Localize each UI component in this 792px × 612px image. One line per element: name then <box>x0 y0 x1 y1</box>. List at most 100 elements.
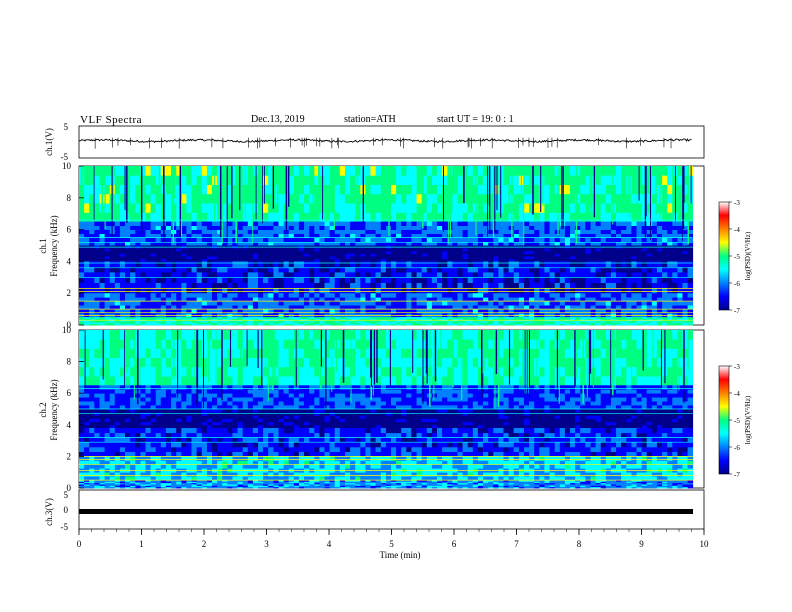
spectrogram-cell <box>477 348 484 358</box>
spectrogram-cell <box>539 212 545 223</box>
spectrogram-cell <box>89 282 95 289</box>
spectrogram-cell <box>493 287 499 294</box>
spectrogram-cell <box>385 261 392 268</box>
spectrogram-cell <box>79 253 85 257</box>
spectrogram-cell <box>232 348 238 358</box>
spectrogram-cell <box>626 305 632 310</box>
spectrogram-cell <box>585 203 591 213</box>
spectrogram-cell <box>191 221 197 226</box>
spectrogram-cell <box>181 250 187 254</box>
spectrogram-cell <box>79 318 85 321</box>
spectrogram-cell <box>165 237 172 242</box>
spectrogram-cell <box>411 253 417 257</box>
spectrogram-cell <box>616 366 622 377</box>
spectrogram-cell <box>421 266 428 273</box>
spectrogram-cell <box>232 297 238 302</box>
spectrogram-cell <box>176 348 182 358</box>
spectrogram-cell <box>99 229 105 234</box>
spectrogram-cell <box>145 339 151 349</box>
spectrogram-cell <box>616 225 622 230</box>
spectrogram-cell <box>89 366 95 377</box>
spectrogram-cell <box>89 272 95 278</box>
spectrogram-cell <box>314 184 320 195</box>
spectrogram-cell <box>401 175 407 185</box>
spectrogram-cell <box>360 309 366 314</box>
spectrogram-cell <box>477 258 484 262</box>
spectrogram-cell <box>472 322 479 325</box>
spectrogram-cell <box>329 193 336 204</box>
spectrogram-cell <box>370 272 376 278</box>
spectrogram-cell <box>314 203 320 213</box>
spectrogram-cell <box>616 184 622 195</box>
spectrogram-cell <box>554 309 561 314</box>
spectrogram-cell <box>437 287 443 294</box>
spectrogram-cell <box>605 166 612 176</box>
spectrogram-cell <box>119 322 126 325</box>
spectrogram-cell <box>206 287 213 294</box>
spectrogram-cell <box>247 241 254 246</box>
spectrogram-cell <box>467 282 474 289</box>
spectrogram-cell <box>145 301 151 306</box>
spectrogram-cell <box>109 297 116 302</box>
spectrogram-cell <box>493 277 499 283</box>
spectrogram-cell <box>334 175 341 185</box>
spectrogram-cell <box>575 241 581 246</box>
spectrogram-cell <box>155 225 162 230</box>
spectrogram-cell <box>467 293 474 298</box>
spectrogram-cell <box>406 237 412 242</box>
spectrogram-cell <box>472 258 479 262</box>
spectrogram-cell <box>145 212 151 223</box>
spectrogram-cell <box>84 248 90 252</box>
spectrogram-cell <box>365 305 371 310</box>
spectrogram-cell <box>222 229 228 234</box>
spectrogram-cell <box>339 297 346 302</box>
spectrogram-cell <box>242 366 249 377</box>
spectrogram-cell <box>258 297 264 302</box>
spectrogram-cell <box>457 321 463 323</box>
spectrogram-cell <box>462 175 469 185</box>
spectrogram-cell <box>150 305 157 310</box>
spectrogram-cell <box>595 203 602 213</box>
spectrogram-cell <box>677 184 683 195</box>
spectrogram-cell <box>667 293 673 298</box>
spectrogram-cell <box>130 366 136 377</box>
spectrogram-cell <box>651 348 658 358</box>
spectrogram-cell <box>600 184 607 195</box>
spectrogram-cell <box>222 348 228 358</box>
spectrogram-cell <box>396 203 402 213</box>
spectrogram-cell <box>114 357 121 368</box>
spectrogram-cell <box>94 261 100 268</box>
spectrogram-cell <box>186 184 192 195</box>
spectrogram-cell <box>641 233 648 238</box>
spectrogram-cell <box>201 323 208 326</box>
spectrogram-cell <box>360 250 366 254</box>
spectrogram-cell <box>544 266 550 273</box>
spectrogram-cell <box>309 323 315 326</box>
spectrogram-cell <box>165 376 172 386</box>
spectrogram-cell <box>222 277 228 283</box>
spectrogram-cell <box>575 323 581 326</box>
spectrogram-cell <box>513 309 520 314</box>
spectrogram-cell <box>258 250 264 254</box>
spectrogram-cell <box>636 366 642 377</box>
spectrogram-cell <box>263 250 269 254</box>
spectrogram-cell <box>590 221 596 226</box>
spectrogram-cell <box>518 293 525 298</box>
spectrogram-cell <box>590 256 596 260</box>
spectrogram-cell <box>278 287 284 294</box>
spectrogram-cell <box>585 184 591 195</box>
spectrogram-cell <box>544 253 550 257</box>
spectrogram-cell <box>503 293 509 298</box>
spectrogram-cell <box>626 348 632 358</box>
spectrogram-cell <box>334 229 341 234</box>
spectrogram-cell <box>564 256 571 260</box>
spectrogram-cell <box>462 323 469 326</box>
spectrogram-cell <box>549 203 555 213</box>
spectrogram-cell <box>498 277 504 283</box>
spectrogram-cell <box>155 241 162 246</box>
spectrogram-cell <box>150 237 157 242</box>
spectrogram-cell <box>621 166 627 176</box>
spectrogram-cell <box>477 256 484 260</box>
spectrogram-cell <box>426 261 433 268</box>
spectrogram-cell <box>391 258 397 262</box>
